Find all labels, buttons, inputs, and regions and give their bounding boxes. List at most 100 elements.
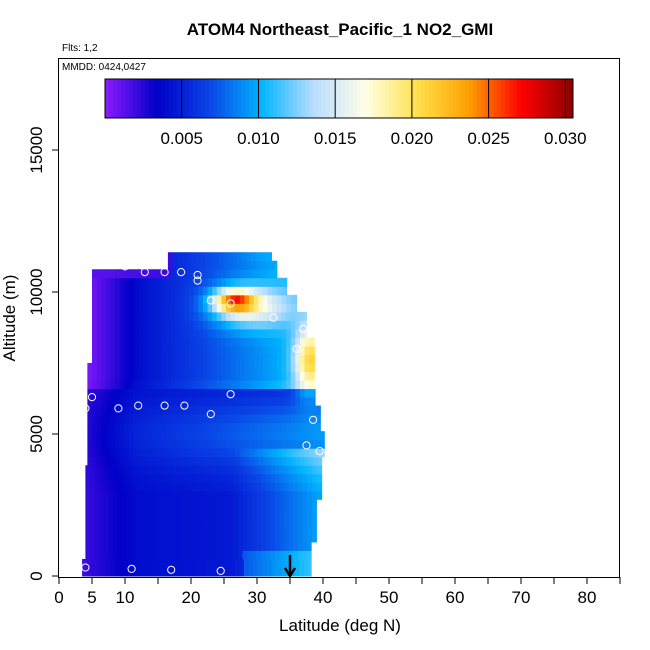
heatmap-cell: [186, 260, 192, 270]
heatmap-cell: [295, 448, 301, 458]
heatmap-cell: [286, 277, 288, 287]
heatmap-cell: [114, 558, 120, 568]
heatmap-cell: [177, 260, 183, 270]
heatmap-cell: [140, 465, 146, 475]
heatmap-cell: [189, 328, 195, 338]
heatmap-cell: [99, 473, 105, 483]
heatmap-cell: [270, 499, 276, 509]
heatmap-cell: [92, 397, 98, 407]
heatmap-cell: [212, 448, 218, 458]
heatmap-cell: [230, 431, 236, 441]
heatmap-cell: [161, 388, 167, 398]
heatmap-cell: [182, 499, 188, 509]
heatmap-cell: [119, 328, 125, 338]
heatmap-cell: [256, 490, 262, 500]
heatmap-cell: [124, 354, 130, 364]
heatmap-cell: [207, 320, 213, 330]
heatmap-cell: [175, 277, 181, 287]
heatmap-cell: [244, 405, 250, 415]
heatmap-cell: [152, 311, 158, 321]
heatmap-cell: [264, 252, 271, 262]
heatmap-cell: [202, 448, 208, 458]
heatmap-cell: [205, 473, 211, 483]
heatmap-cell: [124, 269, 130, 279]
heatmap-cell: [297, 533, 304, 543]
heatmap-cell: [161, 337, 167, 347]
heatmap-cell: [184, 448, 190, 458]
heatmap-cell: [230, 345, 236, 355]
heatmap-cell: [193, 371, 199, 381]
heatmap-cell: [239, 380, 245, 390]
heatmap-cell: [87, 405, 93, 415]
heatmap-cell: [131, 507, 137, 517]
heatmap-cell: [311, 482, 317, 492]
heatmap-cell: [221, 422, 227, 432]
heatmap-cell: [309, 354, 315, 364]
heatmap-cell: [224, 516, 230, 526]
heatmap-cell: [293, 499, 299, 509]
heatmap-cell: [293, 465, 299, 475]
heatmap-cell: [183, 567, 189, 577]
heatmap-cell: [247, 516, 253, 526]
heatmap-cell: [142, 439, 148, 449]
heatmap-cell: [101, 422, 107, 432]
heatmap-cell: [179, 414, 185, 424]
heatmap-cell: [281, 354, 287, 364]
heatmap-cell: [230, 405, 236, 415]
heatmap-cell: [262, 294, 269, 304]
heatmap-cell: [96, 363, 102, 373]
heatmap-cell: [290, 456, 296, 466]
heatmap-cell: [147, 354, 153, 364]
heatmap-cell: [193, 277, 199, 287]
heatmap-cell: [308, 567, 312, 577]
heatmap-cell: [221, 354, 227, 364]
heatmap-cell: [85, 473, 91, 483]
heatmap-cell: [184, 388, 190, 398]
heatmap-cell: [237, 473, 243, 483]
colorbar-step: [125, 79, 130, 118]
heatmap-cell: [142, 431, 148, 441]
heatmap-cell: [117, 541, 123, 551]
heatmap-cell: [286, 380, 292, 390]
heatmap-cell: [276, 388, 282, 398]
heatmap-cell: [262, 422, 269, 432]
heatmap-cell: [286, 405, 292, 415]
heatmap-cell: [163, 507, 170, 517]
heatmap-cell: [152, 371, 158, 381]
heatmap-cell: [265, 473, 271, 483]
heatmap-cell: [177, 533, 183, 543]
heatmap-cell: [227, 260, 234, 270]
heatmap-cell: [307, 490, 313, 500]
heatmap-cell: [299, 422, 306, 432]
heatmap-cell: [202, 354, 208, 364]
heatmap-cell: [212, 269, 218, 279]
heatmap-cell: [264, 260, 271, 270]
colorbar-tick-label: 0.010: [237, 129, 280, 148]
heatmap-cell: [184, 431, 190, 441]
heatmap-cell: [105, 286, 111, 296]
heatmap-cell: [187, 490, 193, 500]
heatmap-cell: [124, 456, 130, 466]
colorbar-step: [353, 79, 358, 118]
colorbar-step: [409, 79, 414, 118]
heatmap-cell: [205, 533, 211, 543]
heatmap-cell: [235, 269, 241, 279]
heatmap-cell: [189, 269, 195, 279]
heatmap-cell: [251, 533, 257, 543]
heatmap-cell: [128, 371, 135, 381]
heatmap-cell: [122, 524, 128, 534]
heatmap-cell: [151, 567, 157, 577]
heatmap-cell: [286, 354, 292, 364]
heatmap-cell: [257, 567, 263, 577]
heatmap-cell: [304, 439, 310, 449]
heatmap-cell: [105, 397, 111, 407]
heatmap-cell: [251, 516, 257, 526]
heatmap-cell: [196, 499, 202, 509]
heatmap-cell: [290, 363, 296, 373]
colorbar-step: [549, 79, 554, 118]
heatmap-cell: [249, 337, 255, 347]
heatmap-cell: [207, 422, 213, 432]
heatmap-cell: [179, 405, 185, 415]
heatmap-cell: [142, 345, 148, 355]
